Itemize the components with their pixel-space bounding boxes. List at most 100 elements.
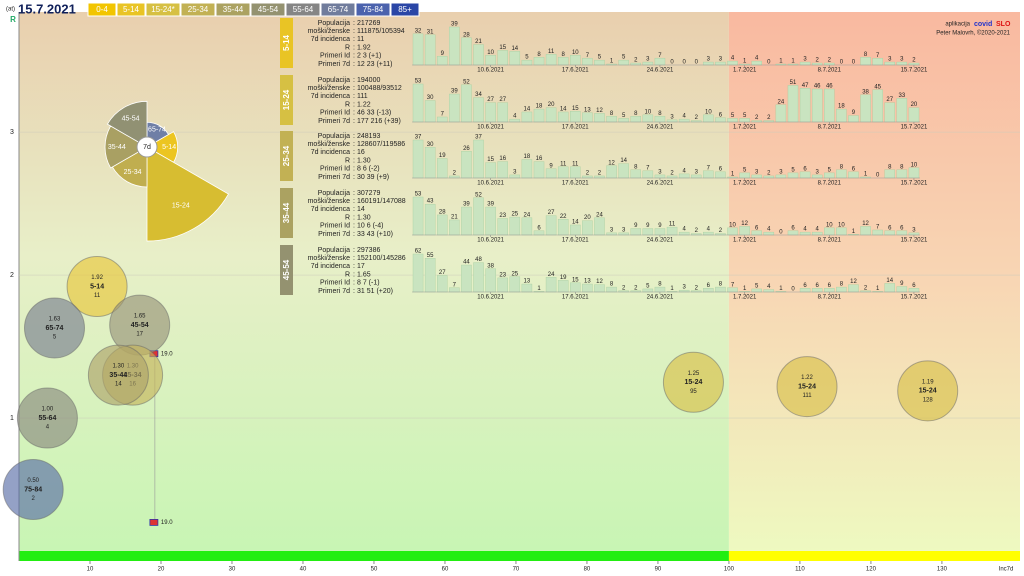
stat-value: 152100/145286 — [357, 255, 406, 262]
age-button-label[interactable]: 75-84 — [363, 5, 384, 14]
bar-value: 14 — [572, 220, 579, 226]
bar-value: 8 — [634, 111, 638, 117]
bar — [497, 161, 508, 179]
age-button-label[interactable]: 15-24* — [151, 5, 175, 14]
bar — [703, 170, 714, 179]
stat-key: 7d incidenca — [311, 149, 350, 156]
rose-label: 15-24 — [172, 202, 190, 209]
stat-value: 1.92 — [357, 44, 371, 51]
age-button-label[interactable]: 45-54 — [258, 5, 279, 14]
bar-value: 4 — [731, 56, 735, 62]
bar-value: 3 — [888, 57, 892, 63]
bubble-inc: 17 — [136, 332, 143, 338]
date-label: 17.6.2021 — [562, 125, 589, 131]
bar — [582, 220, 593, 236]
age-button-label[interactable]: 55-64 — [293, 5, 314, 14]
panel-tag — [280, 18, 293, 68]
bar — [412, 253, 424, 293]
bar-value: 28 — [463, 32, 470, 38]
credits: aplikacija covid SLO Peter Malovrh, ©202… — [936, 21, 1011, 37]
bar — [642, 228, 654, 236]
bar-value: 7 — [731, 282, 735, 288]
bubble — [776, 356, 838, 418]
bar-value: 3 — [755, 169, 759, 175]
stat-key: R — [345, 214, 350, 221]
bar-value: 13 — [524, 279, 531, 285]
bar-value: 4 — [803, 227, 807, 233]
bar-value: 0 — [876, 173, 880, 179]
y-tick-label: 2 — [10, 272, 14, 279]
rose-label: 65-74 — [148, 127, 166, 134]
stat-sep: : — [353, 53, 355, 60]
panel-age: 45-54 — [282, 259, 291, 280]
stat-key: Primeri Id — [320, 280, 350, 287]
age-button-label[interactable]: 5-14 — [123, 5, 140, 14]
stat-sep: : — [353, 133, 355, 140]
rose-sector — [106, 100, 148, 148]
bar-value: 62 — [415, 249, 422, 255]
bar — [461, 84, 472, 123]
age-button[interactable] — [285, 2, 321, 17]
age-button[interactable] — [116, 2, 146, 17]
age-button[interactable] — [250, 2, 286, 17]
rose-center — [136, 136, 158, 158]
panel-age: 25-34 — [282, 145, 291, 166]
bar-value: 27 — [499, 97, 506, 103]
age-button-label[interactable]: 85+ — [398, 5, 412, 14]
panel-tag — [280, 75, 293, 125]
stat-value: 194000 — [357, 77, 380, 84]
bar-value: 27 — [439, 270, 446, 276]
age-button[interactable] — [355, 2, 391, 17]
bar-value: 55 — [427, 253, 434, 259]
bar-value: 14 — [524, 107, 531, 113]
bubble-r: 1.19 — [922, 379, 934, 385]
bar — [570, 224, 581, 236]
credit-brand: covid — [974, 21, 992, 28]
age-button[interactable] — [320, 2, 356, 17]
age-button-label[interactable]: 0-4 — [96, 5, 108, 14]
bar — [436, 116, 448, 123]
age-button[interactable] — [87, 2, 117, 17]
panel-tag — [280, 131, 293, 181]
age-button-label[interactable]: 35-44 — [223, 5, 244, 14]
age-button[interactable] — [215, 2, 251, 17]
stat-value: 297386 — [357, 247, 380, 254]
bar — [727, 227, 738, 236]
rose-label: 25-34 — [124, 169, 142, 176]
stat-value: 10 6 (-4) — [357, 223, 383, 230]
bar-value: 5 — [828, 167, 832, 173]
age-button[interactable] — [145, 2, 181, 17]
date-label: 1.7.2021 — [733, 238, 757, 244]
bar-value: 5 — [791, 167, 795, 173]
stat-sep: : — [353, 214, 355, 221]
bar-value: 3 — [658, 169, 662, 175]
bar-value: 3 — [610, 227, 614, 233]
bar-value: 7 — [441, 112, 445, 118]
bar-value: 9 — [646, 223, 650, 229]
bar-value: 3 — [900, 57, 904, 63]
bar — [908, 107, 920, 123]
bar — [872, 57, 883, 66]
bubble-label: 15-24 — [919, 388, 937, 395]
bar — [473, 139, 484, 179]
stat-sep: : — [353, 93, 355, 100]
age-button[interactable] — [390, 2, 420, 17]
stat-sep: : — [353, 231, 355, 238]
bar — [582, 283, 593, 293]
stat-sep: : — [353, 263, 355, 270]
bar-value: 9 — [549, 163, 553, 169]
bar — [654, 116, 666, 123]
flag-label: 19.0 — [161, 351, 173, 357]
stat-value: 160191/147088 — [357, 198, 406, 205]
stat-sep: : — [353, 28, 355, 35]
flag — [149, 518, 159, 526]
age-button-label[interactable]: 65-74 — [328, 5, 349, 14]
age-button[interactable] — [180, 2, 216, 17]
bar — [896, 230, 908, 236]
bar — [642, 114, 654, 123]
bar — [630, 228, 642, 236]
bar — [884, 283, 896, 293]
x-tick-label: 130 — [937, 567, 948, 573]
age-button-label[interactable]: 25-34 — [188, 5, 209, 14]
bar-value: 7 — [453, 282, 457, 288]
